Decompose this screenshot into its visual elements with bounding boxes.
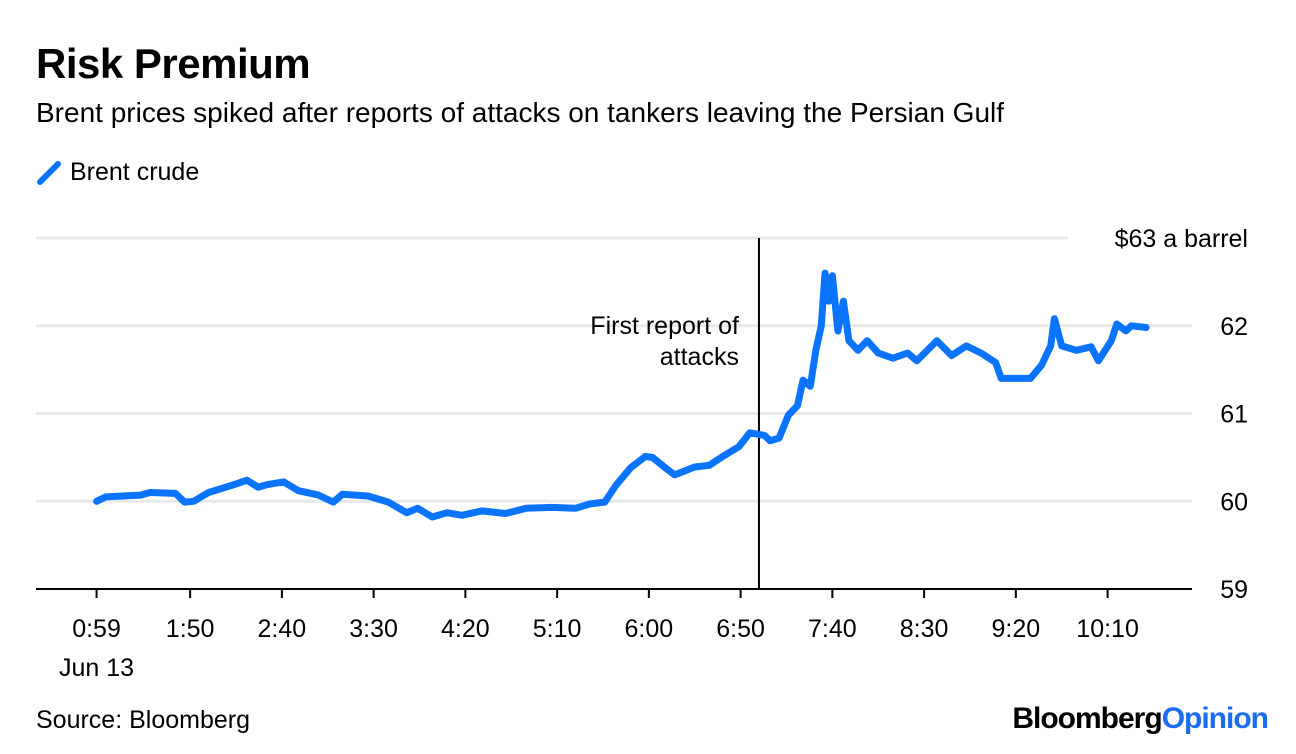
x-tick-label: 1:50 (166, 615, 215, 643)
y-axis-top-label: $63 a barrel (1115, 225, 1248, 253)
legend: Brent crude (36, 158, 199, 187)
x-tick-label: 3:30 (349, 615, 398, 643)
x-tick-label: 8:30 (900, 615, 949, 643)
chart-title: Risk Premium (36, 40, 311, 87)
x-tick-label: 5:10 (533, 615, 582, 643)
x-tick-label: 6:50 (716, 615, 765, 643)
legend-label: Brent crude (70, 158, 200, 186)
logo-opinion: Opinion (1161, 702, 1269, 735)
x-tick-label: 9:20 (992, 615, 1041, 643)
source-note: Source: Bloomberg (36, 706, 251, 734)
y-tick-label: 59 (1220, 576, 1248, 604)
y-tick-label: 61 (1220, 401, 1248, 429)
annotation-text-line1: First report of (590, 312, 739, 340)
x-tick-label: 2:40 (258, 615, 307, 643)
x-tick-label: 7:40 (808, 615, 857, 643)
x-tick-label: 10:10 (1076, 615, 1139, 643)
logo-bloomberg: Bloomberg (1012, 702, 1162, 735)
x-tick-label: 6:00 (625, 615, 674, 643)
y-tick-label: 60 (1220, 488, 1248, 516)
x-sublabel-date: Jun 13 (59, 654, 134, 682)
chart-subtitle: Brent prices spiked after reports of att… (36, 97, 1005, 128)
y-tick-label: 62 (1220, 313, 1248, 341)
bloomberg-opinion-logo: BloombergOpinion (1012, 702, 1269, 736)
legend-slash-icon (37, 160, 61, 185)
x-tick-label: 0:59 (72, 615, 121, 643)
series-line-brent-crude (93, 269, 1150, 521)
x-tick-label: 4:20 (441, 615, 490, 643)
annotation-text-line2: attacks (660, 343, 739, 371)
